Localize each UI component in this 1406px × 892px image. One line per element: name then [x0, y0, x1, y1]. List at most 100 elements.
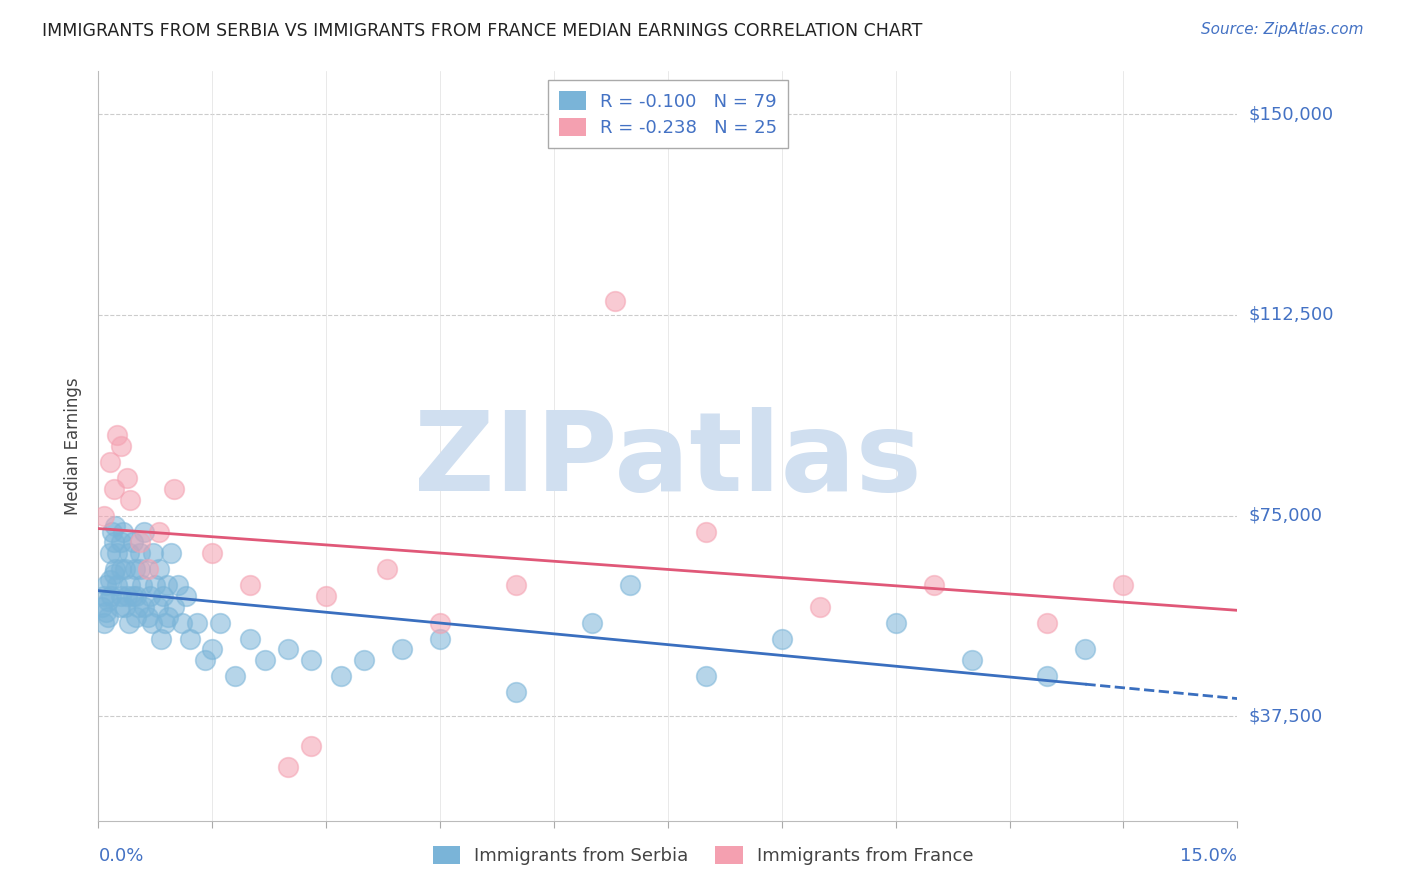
Point: [118, 615, 141, 630]
Point: [141, 615, 163, 630]
Point: [98, 455, 121, 469]
Point: [1036, 669, 1059, 683]
Point: [124, 562, 146, 576]
Point: [239, 578, 262, 592]
Point: [110, 535, 132, 549]
Point: [142, 546, 165, 560]
Point: [149, 632, 172, 646]
Point: [91, 599, 114, 614]
Point: [107, 546, 129, 560]
Point: [695, 524, 717, 539]
Legend: R = -0.100   N = 79, R = -0.238   N = 25: R = -0.100 N = 79, R = -0.238 N = 25: [548, 80, 787, 148]
Text: $75,000: $75,000: [1249, 507, 1323, 524]
Point: [111, 524, 134, 539]
Point: [695, 669, 717, 683]
Point: [114, 562, 136, 576]
Point: [117, 589, 139, 603]
Point: [117, 471, 139, 485]
Point: [148, 562, 170, 576]
Point: [429, 615, 451, 630]
Point: [148, 524, 170, 539]
Legend: Immigrants from Serbia, Immigrants from France: Immigrants from Serbia, Immigrants from …: [423, 837, 983, 874]
Point: [146, 599, 169, 614]
Text: ZIPatlas: ZIPatlas: [413, 408, 922, 515]
Point: [103, 535, 125, 549]
Point: [118, 546, 141, 560]
Point: [127, 599, 149, 614]
Point: [299, 739, 322, 753]
Point: [330, 669, 353, 683]
Point: [224, 669, 246, 683]
Point: [1112, 578, 1135, 592]
Point: [505, 578, 527, 592]
Point: [96, 594, 118, 608]
Point: [179, 632, 201, 646]
Point: [884, 615, 907, 630]
Point: [121, 589, 143, 603]
Point: [129, 562, 152, 576]
Point: [1074, 642, 1097, 657]
Point: [239, 632, 262, 646]
Point: [163, 599, 186, 614]
Point: [132, 599, 155, 614]
Point: [98, 546, 121, 560]
Point: [155, 615, 177, 630]
Point: [103, 567, 125, 582]
Point: [114, 599, 136, 614]
Point: [505, 685, 527, 699]
Text: Source: ZipAtlas.com: Source: ZipAtlas.com: [1201, 22, 1364, 37]
Point: [93, 508, 115, 523]
Point: [1036, 615, 1059, 630]
Point: [174, 589, 197, 603]
Point: [581, 615, 603, 630]
Point: [104, 519, 127, 533]
Point: [353, 653, 375, 667]
Point: [375, 562, 398, 576]
Point: [619, 578, 641, 592]
Point: [152, 589, 174, 603]
Point: [201, 546, 224, 560]
Point: [429, 632, 451, 646]
Point: [136, 610, 159, 624]
Point: [808, 599, 831, 614]
Point: [93, 615, 115, 630]
Point: [94, 578, 117, 592]
Point: [120, 578, 142, 592]
Point: [110, 589, 132, 603]
Point: [131, 578, 153, 592]
Point: [107, 578, 129, 592]
Point: [159, 546, 181, 560]
Point: [299, 653, 322, 667]
Point: [960, 653, 983, 667]
Point: [922, 578, 945, 592]
Point: [125, 589, 148, 603]
Point: [167, 578, 190, 592]
Point: [110, 439, 132, 453]
Point: [101, 524, 124, 539]
Point: [603, 294, 626, 309]
Point: [201, 642, 224, 657]
Point: [107, 428, 129, 442]
Text: 15.0%: 15.0%: [1180, 847, 1237, 865]
Point: [100, 589, 122, 603]
Point: [770, 632, 793, 646]
Point: [93, 589, 115, 603]
Y-axis label: Median Earnings: Median Earnings: [65, 377, 83, 515]
Point: [110, 562, 132, 576]
Text: $112,500: $112,500: [1249, 306, 1334, 324]
Point: [121, 535, 143, 549]
Point: [129, 535, 152, 549]
Text: 0.0%: 0.0%: [98, 847, 143, 865]
Point: [156, 578, 179, 592]
Point: [98, 573, 121, 587]
Point: [94, 605, 117, 619]
Point: [129, 546, 152, 560]
Point: [97, 610, 120, 624]
Point: [315, 589, 337, 603]
Point: [277, 760, 299, 774]
Point: [103, 482, 125, 496]
Point: [104, 562, 127, 576]
Point: [120, 492, 142, 507]
Point: [208, 615, 231, 630]
Point: [163, 482, 186, 496]
